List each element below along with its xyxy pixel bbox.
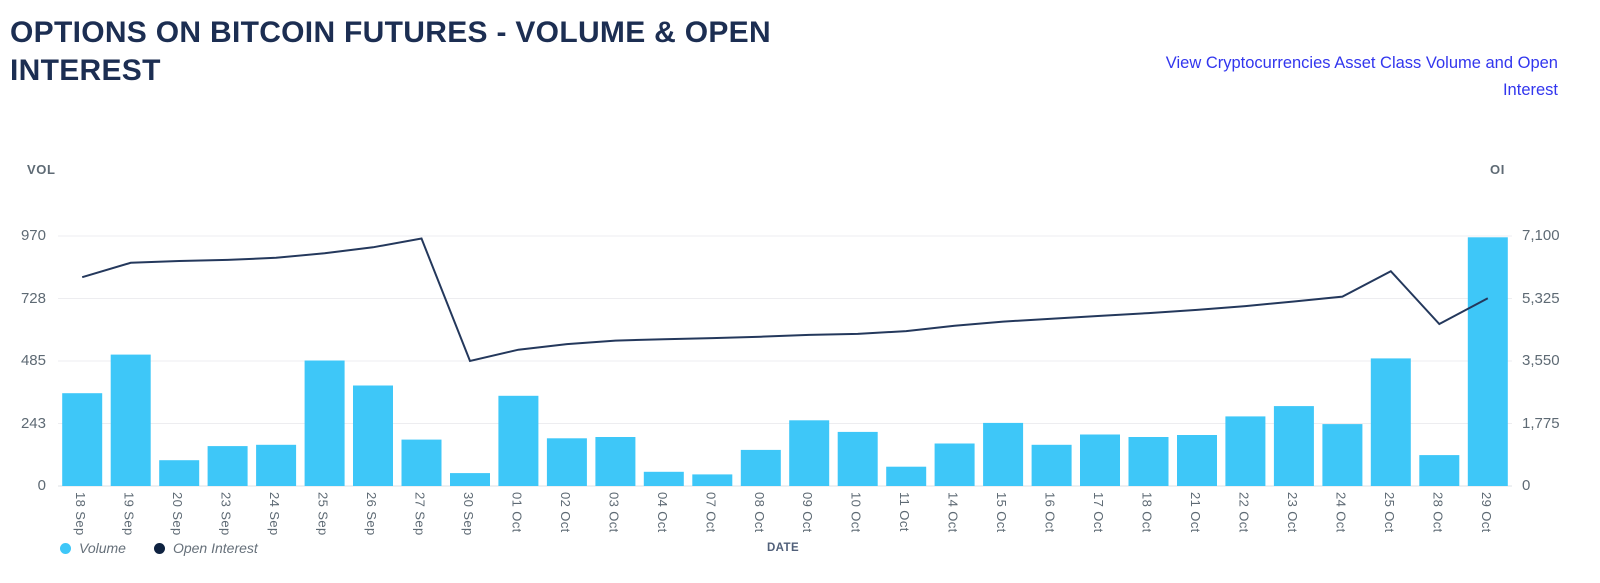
volume-bar[interactable] xyxy=(450,473,490,486)
volume-bar[interactable] xyxy=(886,466,927,486)
right-y-tick-label: 7,100 xyxy=(1522,227,1560,244)
volume-bar[interactable] xyxy=(1467,237,1508,486)
right-y-tick-label: 1,775 xyxy=(1522,414,1560,432)
volume-bar[interactable] xyxy=(934,443,975,487)
x-tick-label: 04 Oct xyxy=(654,492,670,533)
x-tick-label: 19 Sep xyxy=(121,492,137,536)
volume-bar[interactable] xyxy=(1080,434,1120,487)
volume-bar[interactable] xyxy=(207,446,248,486)
x-tick-label: 18 Oct xyxy=(1139,492,1155,533)
x-tick-label: 18 Sep xyxy=(73,492,89,536)
x-tick-label: 24 Oct xyxy=(1333,492,1349,533)
left-y-tick-label: 243 xyxy=(20,414,46,432)
volume-bar[interactable] xyxy=(595,437,636,486)
volume-bar[interactable] xyxy=(159,460,200,486)
right-y-tick-label: 3,550 xyxy=(1522,352,1560,369)
x-tick-label: 02 Oct xyxy=(557,492,573,533)
left-y-tick-label: 970 xyxy=(20,227,46,244)
right-axis-title: OI xyxy=(1490,162,1505,177)
x-tick-label: 15 Oct xyxy=(994,492,1010,533)
x-tick-label: 08 Oct xyxy=(751,492,767,533)
x-tick-label: 30 Sep xyxy=(461,492,476,536)
x-tick-label: 25 Sep xyxy=(315,492,331,536)
volume-bar[interactable] xyxy=(498,395,539,486)
volume-bar[interactable] xyxy=(1419,455,1460,486)
x-tick-label: 23 Sep xyxy=(218,492,234,536)
volume-bar[interactable] xyxy=(401,439,442,486)
x-tick-label: 28 Oct xyxy=(1430,492,1446,533)
x-tick-label: 20 Sep xyxy=(170,492,186,536)
x-tick-label: 03 Oct xyxy=(606,492,622,533)
x-tick-label: 16 Oct xyxy=(1042,492,1058,533)
x-tick-label: 21 Oct xyxy=(1188,492,1203,533)
right-y-tick-label: 0 xyxy=(1522,477,1531,494)
volume-bar[interactable] xyxy=(1322,424,1363,486)
volume-bar[interactable] xyxy=(110,354,151,486)
x-tick-label: 09 Oct xyxy=(800,492,816,533)
legend-label: Open Interest xyxy=(172,540,258,556)
volume-bar[interactable] xyxy=(643,471,684,486)
x-tick-label: 27 Sep xyxy=(412,492,428,536)
left-y-tick-label: 728 xyxy=(20,289,46,307)
legend: Volume Open Interest xyxy=(60,540,258,556)
page-title: OPTIONS ON BITCOIN FUTURES - VOLUME & OP… xyxy=(10,16,771,88)
x-tick-label: 01 Oct xyxy=(509,492,525,533)
volume-bar[interactable] xyxy=(1225,416,1266,486)
volume-bar[interactable] xyxy=(1031,444,1072,486)
volume-bar[interactable] xyxy=(256,444,297,486)
open-interest-line[interactable] xyxy=(81,237,1489,363)
x-tick-label: 14 Oct xyxy=(945,492,961,533)
x-tick-label: 29 Oct xyxy=(1478,492,1494,533)
chart-canvas xyxy=(58,235,1512,487)
legend-swatch-icon xyxy=(60,542,71,554)
legend-item-volume[interactable]: Volume xyxy=(60,540,126,556)
legend-label: Volume xyxy=(79,540,126,556)
left-y-tick-label: 0 xyxy=(37,477,46,494)
volume-bar[interactable] xyxy=(1273,406,1314,486)
volume-bar[interactable] xyxy=(546,438,587,486)
volume-bar[interactable] xyxy=(62,393,103,486)
volume-bar[interactable] xyxy=(740,449,781,486)
volume-bar[interactable] xyxy=(837,431,878,486)
left-y-tick-label: 485 xyxy=(20,352,46,369)
volume-bar[interactable] xyxy=(1128,437,1169,486)
volume-bar[interactable] xyxy=(304,360,345,487)
asset-class-volume-link[interactable]: View Cryptocurrencies Asset Class Volume… xyxy=(1165,54,1558,99)
x-tick-label: 23 Oct xyxy=(1284,492,1300,533)
x-tick-label: 22 Oct xyxy=(1236,492,1252,533)
x-axis-title: DATE xyxy=(766,542,800,554)
x-tick-label: 26 Sep xyxy=(364,492,379,536)
x-tick-label: 17 Oct xyxy=(1091,492,1106,533)
legend-swatch-icon xyxy=(153,542,165,554)
volume-bar[interactable] xyxy=(353,385,393,487)
volume-bar[interactable] xyxy=(1370,358,1411,486)
volume-bar[interactable] xyxy=(983,422,1024,486)
x-tick-label: 11 Oct xyxy=(897,492,913,532)
volume-bar[interactable] xyxy=(692,474,733,486)
x-tick-label: 24 Sep xyxy=(267,492,283,536)
volume-bar[interactable] xyxy=(1177,435,1217,486)
x-tick-label: 07 Oct xyxy=(703,492,719,533)
volume-open-interest-chart: VOL OI 970 728 485 243 0 7,100 5,325 3,550 1,77… xyxy=(0,150,1600,583)
volume-bar[interactable] xyxy=(789,420,830,486)
x-tick-label: 10 Oct xyxy=(848,492,864,533)
legend-item-open-interest[interactable]: Open Interest xyxy=(153,540,258,556)
left-axis-title: VOL xyxy=(27,162,56,177)
x-tick-label: 25 Oct xyxy=(1381,492,1397,533)
right-y-tick-label: 5,325 xyxy=(1522,289,1560,307)
